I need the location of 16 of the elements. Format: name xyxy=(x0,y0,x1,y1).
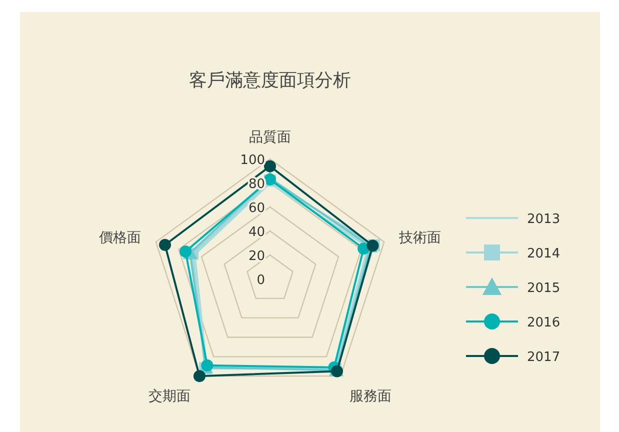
chart-title: 客戶滿意度面項分析 xyxy=(189,70,351,91)
y-tick-label: 40 xyxy=(248,225,265,240)
y-tick-label: 20 xyxy=(248,249,265,264)
y-tick-label: 100 xyxy=(240,153,265,168)
spoke-label: 品質面 xyxy=(249,129,291,146)
legend-label: 2015 xyxy=(527,281,560,296)
legend-label: 2014 xyxy=(527,246,560,262)
legend-label: 2013 xyxy=(527,212,560,227)
spoke-label: 技術面 xyxy=(398,230,441,246)
spoke-label: 價格面 xyxy=(99,230,142,246)
spoke-label: 服務面 xyxy=(350,388,392,405)
legend-label: 2017 xyxy=(527,350,560,365)
legend-label: 2016 xyxy=(527,316,560,330)
y-tick-label: 60 xyxy=(248,201,265,216)
y-tick-label: 0 xyxy=(256,273,265,288)
spoke-label: 交期面 xyxy=(148,388,190,405)
